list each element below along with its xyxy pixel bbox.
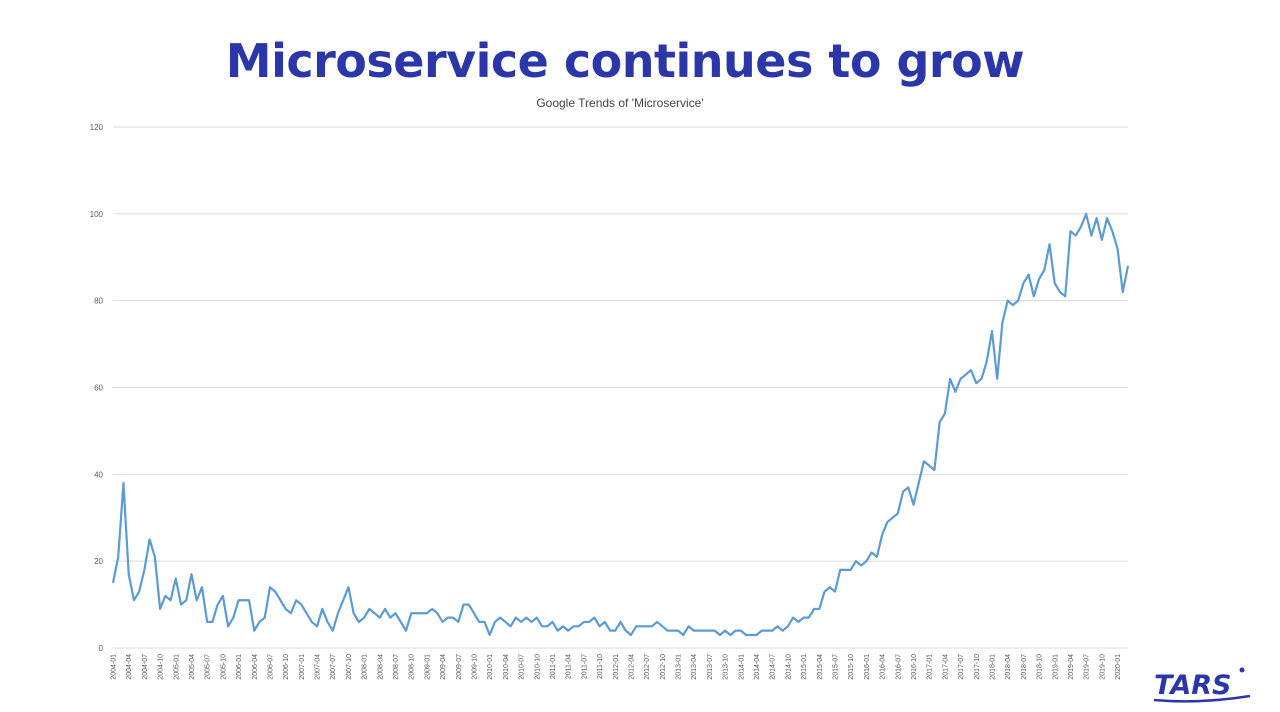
x-tick-label: 2010-10 (534, 654, 541, 680)
x-tick-label: 2017-04 (942, 654, 949, 680)
x-tick-label: 2006-07 (267, 654, 274, 680)
series-line-microservice (111, 212, 1130, 637)
x-tick-label: 2007-07 (330, 654, 337, 680)
x-tick-label: 2019-07 (1084, 654, 1091, 680)
x-tick-label: 2005-04 (189, 654, 196, 680)
x-tick-label: 2019-10 (1099, 654, 1106, 680)
x-tick-label: 2013-07 (707, 654, 714, 680)
x-tick-label: 2011-07 (581, 654, 588, 679)
x-tick-label: 2010-07 (519, 654, 526, 680)
x-tick-label: 2019-04 (1068, 654, 1075, 680)
x-tick-label: 2014-07 (770, 654, 777, 680)
x-tick-label: 2011-01 (550, 654, 557, 679)
x-tick-label: 2016-10 (911, 654, 918, 680)
x-tick-label: 2016-04 (880, 654, 887, 680)
slide-title: Microservice continues to grow (225, 34, 1025, 88)
chart-title: Google Trends of 'Microservice' (536, 96, 704, 110)
x-tick-label: 2016-07 (895, 654, 902, 680)
x-tick-label: 2018-01 (989, 654, 996, 680)
x-tick-label: 2007-10 (346, 654, 353, 680)
x-tick-label: 2012-04 (628, 654, 635, 680)
x-tick-label: 2015-07 (833, 654, 840, 680)
x-tick-label: 2014-01 (738, 654, 745, 680)
x-tick-label: 2015-04 (817, 654, 824, 680)
x-tick-label: 2004-01 (111, 654, 118, 680)
x-tick-label: 2009-10 (472, 654, 479, 680)
x-tick-label: 2016-01 (864, 654, 871, 680)
x-tick-label: 2007-01 (299, 654, 306, 680)
x-tick-label: 2014-10 (785, 654, 792, 680)
x-tick-label: 2008-01 (362, 654, 369, 680)
x-tick-label: 2010-04 (503, 654, 510, 680)
y-tick-label: 0 (99, 644, 104, 653)
x-tick-label: 2015-01 (801, 654, 808, 680)
x-tick-label: 2009-01 (424, 654, 431, 680)
x-tick-label: 2018-10 (1037, 654, 1044, 680)
y-tick-label: 20 (94, 557, 103, 566)
series (111, 212, 1130, 637)
x-tick-label: 2018-04 (1005, 654, 1012, 680)
gridlines (113, 126, 1128, 649)
x-tick-label: 2006-04 (252, 654, 259, 680)
x-tick-label: 2006-10 (283, 654, 290, 680)
x-axis-ticks: 2004-01 2004-04 2004-07 2004-10 2005-01 2005-… (111, 654, 1123, 680)
x-tick-label: 2017-07 (958, 654, 965, 680)
y-tick-label: 80 (94, 297, 103, 306)
x-tick-label: 2019-01 (1052, 654, 1059, 680)
y-axis-ticks: 0 20 40 60 80 100 120 (90, 123, 104, 653)
tars-logo: TARS (1153, 667, 1251, 703)
x-tick-label: 2013-10 (723, 654, 730, 680)
x-tick-label: 2008-10 (409, 654, 416, 680)
x-tick-label: 2015-10 (848, 654, 855, 680)
x-tick-label: 2004-04 (126, 654, 133, 680)
y-tick-label: 60 (94, 384, 103, 393)
x-tick-label: 2017-10 (974, 654, 981, 680)
x-tick-label: 2017-01 (927, 654, 934, 680)
y-tick-label: 40 (94, 470, 103, 479)
x-tick-label: 2004-07 (142, 654, 149, 680)
x-tick-label: 2011-10 (597, 654, 604, 679)
x-tick-label: 2009-04 (440, 654, 447, 680)
x-tick-label: 2008-04 (377, 654, 384, 680)
x-tick-label: 2005-07 (205, 654, 212, 680)
x-tick-label: 2020-01 (1115, 654, 1122, 680)
x-tick-label: 2005-01 (173, 654, 180, 680)
x-tick-label: 2018-07 (1021, 654, 1028, 680)
x-tick-label: 2013-01 (676, 654, 683, 680)
x-tick-label: 2009-07 (456, 654, 463, 680)
x-tick-label: 2012-07 (644, 654, 651, 680)
x-tick-label: 2005-10 (220, 654, 227, 680)
x-tick-label: 2004-10 (158, 654, 165, 680)
y-tick-label: 120 (90, 123, 104, 132)
x-tick-label: 2010-01 (487, 654, 494, 680)
y-tick-label: 100 (90, 210, 104, 219)
x-tick-label: 2007-04 (315, 654, 322, 680)
x-tick-label: 2014-04 (754, 654, 761, 680)
x-tick-label: 2011-04 (566, 654, 573, 679)
x-tick-label: 2006-01 (236, 654, 243, 680)
x-tick-label: 2012-10 (660, 654, 667, 680)
x-tick-label: 2008-07 (393, 654, 400, 680)
x-tick-label: 2012-01 (613, 654, 620, 680)
x-tick-label: 2013-04 (691, 654, 698, 680)
logo-text: TARS (1154, 670, 1231, 701)
